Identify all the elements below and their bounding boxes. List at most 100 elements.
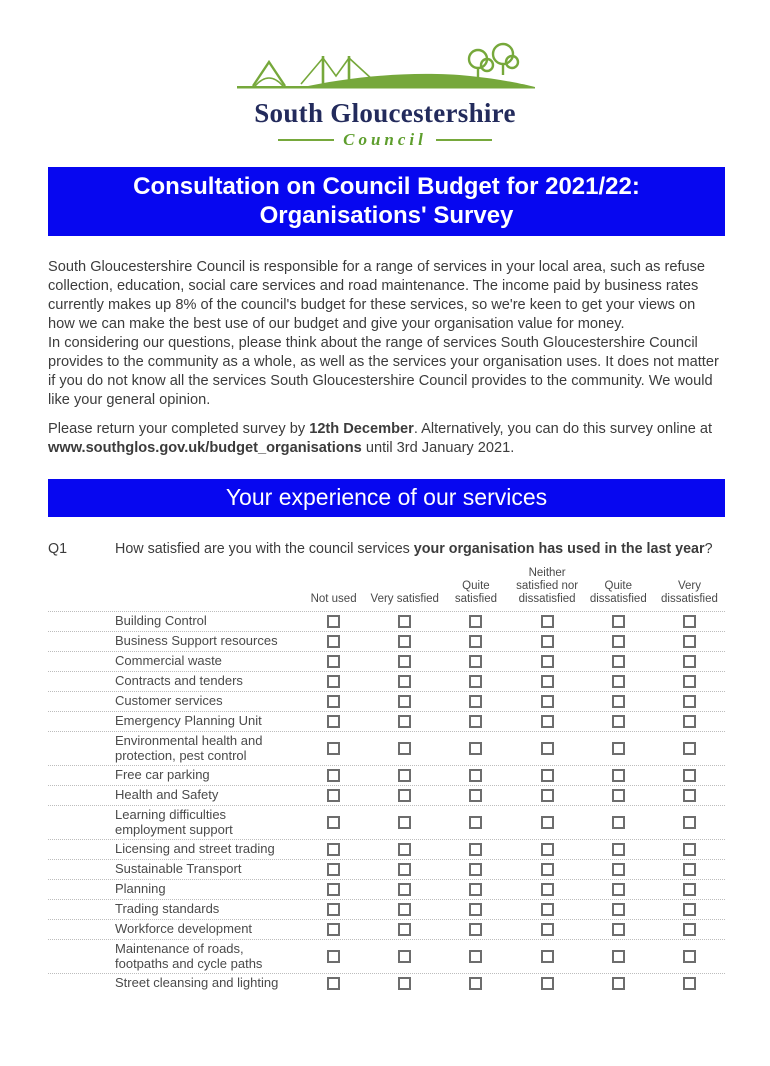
answer-checkbox[interactable] (611, 769, 625, 782)
answer-checkbox[interactable] (398, 950, 412, 963)
answer-checkbox[interactable] (398, 635, 412, 648)
answer-checkbox[interactable] (398, 883, 412, 896)
answer-checkbox[interactable] (611, 675, 625, 688)
answer-checkbox[interactable] (327, 903, 341, 916)
answer-checkbox[interactable] (469, 615, 483, 628)
answer-checkbox[interactable] (540, 715, 554, 728)
answer-checkbox[interactable] (540, 816, 554, 829)
answer-checkbox[interactable] (327, 843, 341, 856)
answer-checkbox[interactable] (540, 655, 554, 668)
answer-checkbox[interactable] (469, 789, 483, 802)
answer-checkbox[interactable] (540, 675, 554, 688)
answer-checkbox[interactable] (540, 742, 554, 755)
answer-checkbox[interactable] (469, 903, 483, 916)
answer-checkbox[interactable] (469, 695, 483, 708)
answer-checkbox[interactable] (682, 923, 696, 936)
answer-checkbox[interactable] (327, 789, 341, 802)
answer-checkbox[interactable] (682, 816, 696, 829)
answer-checkbox[interactable] (540, 635, 554, 648)
answer-checkbox[interactable] (398, 655, 412, 668)
answer-checkbox[interactable] (540, 769, 554, 782)
answer-checkbox[interactable] (469, 742, 483, 755)
answer-checkbox[interactable] (469, 769, 483, 782)
answer-checkbox[interactable] (611, 655, 625, 668)
answer-checkbox[interactable] (611, 843, 625, 856)
answer-checkbox[interactable] (398, 715, 412, 728)
answer-checkbox[interactable] (398, 615, 412, 628)
answer-checkbox[interactable] (327, 655, 341, 668)
answer-checkbox[interactable] (611, 977, 625, 990)
answer-checkbox[interactable] (398, 675, 412, 688)
answer-checkbox[interactable] (611, 695, 625, 708)
answer-checkbox[interactable] (398, 903, 412, 916)
answer-checkbox[interactable] (682, 715, 696, 728)
answer-checkbox[interactable] (327, 769, 341, 782)
answer-checkbox[interactable] (469, 635, 483, 648)
answer-checkbox[interactable] (682, 903, 696, 916)
answer-checkbox[interactable] (469, 950, 483, 963)
answer-checkbox[interactable] (540, 923, 554, 936)
answer-checkbox[interactable] (611, 883, 625, 896)
answer-checkbox[interactable] (469, 715, 483, 728)
answer-checkbox[interactable] (327, 635, 341, 648)
answer-checkbox[interactable] (611, 923, 625, 936)
answer-checkbox[interactable] (327, 675, 341, 688)
answer-checkbox[interactable] (469, 816, 483, 829)
answer-checkbox[interactable] (611, 715, 625, 728)
answer-checkbox[interactable] (540, 863, 554, 876)
answer-checkbox[interactable] (682, 769, 696, 782)
answer-checkbox[interactable] (611, 816, 625, 829)
answer-checkbox[interactable] (682, 675, 696, 688)
answer-checkbox[interactable] (469, 675, 483, 688)
answer-checkbox[interactable] (327, 863, 341, 876)
answer-checkbox[interactable] (611, 789, 625, 802)
answer-checkbox[interactable] (398, 843, 412, 856)
answer-checkbox[interactable] (611, 903, 625, 916)
answer-checkbox[interactable] (611, 635, 625, 648)
answer-checkbox[interactable] (469, 863, 483, 876)
answer-checkbox[interactable] (469, 883, 483, 896)
answer-checkbox[interactable] (469, 843, 483, 856)
answer-checkbox[interactable] (327, 883, 341, 896)
answer-checkbox[interactable] (398, 742, 412, 755)
answer-checkbox[interactable] (469, 655, 483, 668)
answer-checkbox[interactable] (611, 863, 625, 876)
answer-checkbox[interactable] (540, 977, 554, 990)
answer-checkbox[interactable] (540, 950, 554, 963)
answer-checkbox[interactable] (682, 977, 696, 990)
answer-checkbox[interactable] (682, 655, 696, 668)
answer-checkbox[interactable] (682, 615, 696, 628)
answer-checkbox[interactable] (327, 977, 341, 990)
answer-checkbox[interactable] (398, 923, 412, 936)
answer-checkbox[interactable] (398, 863, 412, 876)
answer-checkbox[interactable] (398, 977, 412, 990)
answer-checkbox[interactable] (611, 742, 625, 755)
answer-checkbox[interactable] (682, 635, 696, 648)
answer-checkbox[interactable] (540, 615, 554, 628)
answer-checkbox[interactable] (682, 742, 696, 755)
answer-checkbox[interactable] (540, 789, 554, 802)
answer-checkbox[interactable] (682, 883, 696, 896)
answer-checkbox[interactable] (327, 816, 341, 829)
answer-checkbox[interactable] (398, 816, 412, 829)
answer-checkbox[interactable] (540, 883, 554, 896)
answer-checkbox[interactable] (327, 742, 341, 755)
answer-checkbox[interactable] (398, 769, 412, 782)
answer-checkbox[interactable] (540, 903, 554, 916)
answer-checkbox[interactable] (682, 950, 696, 963)
answer-checkbox[interactable] (682, 843, 696, 856)
answer-checkbox[interactable] (327, 715, 341, 728)
answer-checkbox[interactable] (469, 923, 483, 936)
answer-checkbox[interactable] (469, 977, 483, 990)
answer-checkbox[interactable] (327, 615, 341, 628)
answer-checkbox[interactable] (327, 695, 341, 708)
answer-checkbox[interactable] (682, 695, 696, 708)
answer-checkbox[interactable] (327, 950, 341, 963)
answer-checkbox[interactable] (540, 695, 554, 708)
answer-checkbox[interactable] (611, 950, 625, 963)
answer-checkbox[interactable] (682, 789, 696, 802)
answer-checkbox[interactable] (540, 843, 554, 856)
answer-checkbox[interactable] (327, 923, 341, 936)
answer-checkbox[interactable] (398, 789, 412, 802)
answer-checkbox[interactable] (398, 695, 412, 708)
